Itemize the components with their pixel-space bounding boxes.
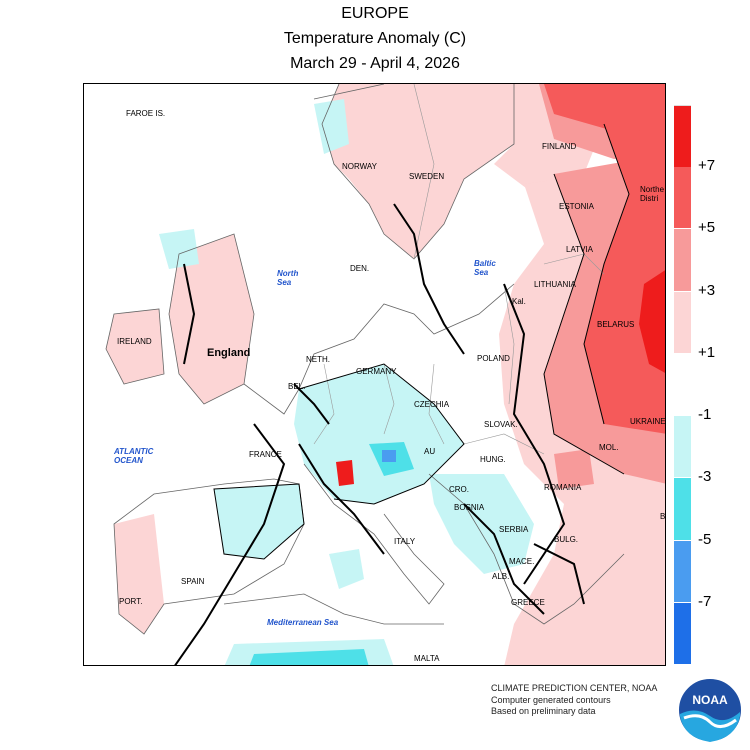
colorbar-tick-label: -5 xyxy=(698,530,712,548)
credit-line-2: Computer generated contours xyxy=(491,695,611,705)
warm-region-uk xyxy=(169,234,254,404)
contour-lines xyxy=(174,203,585,665)
colorbar-tick-label: -7 xyxy=(698,592,712,610)
cool-region-scotland xyxy=(159,229,199,269)
label-mediterranean: Mediterranean Sea xyxy=(267,618,339,627)
label-italy: ITALY xyxy=(394,537,416,546)
cool-region-alps-core xyxy=(382,450,396,462)
warm-region-east-strong xyxy=(584,104,665,434)
label-baltic-sea: Baltic Sea xyxy=(474,259,496,277)
colorbar-bin xyxy=(674,291,691,353)
cool-region-balkans xyxy=(429,474,534,574)
label-ukraine: UKRAINE xyxy=(630,417,666,426)
label-poland: POLAND xyxy=(477,354,510,363)
label-atlantic: ATLANTIC OCEAN xyxy=(113,447,154,465)
label-estonia: ESTONIA xyxy=(559,202,595,211)
label-belarus: BELARUS xyxy=(597,320,634,329)
colorbar-tick-label: +3 xyxy=(698,281,716,299)
label-slovakia: SLOVAK. xyxy=(484,420,518,429)
noaa-logo-icon: NOAA xyxy=(676,676,744,744)
colorbar-bin xyxy=(674,353,691,416)
warm-region-romania xyxy=(554,449,594,489)
anomaly-map: FAROE IS. NORWAY SWEDEN FINLAND ESTONIA … xyxy=(83,83,666,666)
colorbar-bin xyxy=(674,229,691,291)
label-portugal: PORT. xyxy=(119,597,142,606)
colorbar-bin xyxy=(674,478,691,540)
label-austria: AU xyxy=(424,447,435,456)
map-region-title: EUROPE xyxy=(341,5,409,22)
label-sweden: SWEDEN xyxy=(409,172,444,181)
credit-line-3: Based on preliminary data xyxy=(491,706,596,716)
map-canvas: FAROE IS. NORWAY SWEDEN FINLAND ESTONIA … xyxy=(105,84,666,665)
colorbar-tick-label: +5 xyxy=(698,219,716,237)
warm-region-finland-strong xyxy=(544,84,665,134)
map-variable-title: Temperature Anomaly (C) xyxy=(283,30,467,47)
country-borders xyxy=(313,84,605,455)
colorbar-tick-label: -1 xyxy=(698,406,712,424)
label-croatia: CRO. xyxy=(449,485,469,494)
colorbar xyxy=(674,105,691,665)
cool-region-norway-coast xyxy=(314,99,349,154)
credit-line-1: CLIMATE PREDICTION CENTER, NOAA xyxy=(491,683,658,693)
colorbar-bin xyxy=(674,540,691,602)
label-macedonia: MACE. xyxy=(509,557,534,566)
label-b-fragment: B xyxy=(660,512,665,521)
label-lithuania: LITHUANIA xyxy=(534,280,576,289)
cool-region-south-strong xyxy=(249,649,369,665)
colorbar-bin xyxy=(674,602,691,664)
cool-region-corsica xyxy=(329,549,364,589)
label-greece: GREECE xyxy=(511,598,545,607)
label-latvia: LATVIA xyxy=(566,245,594,254)
label-netherlands: NETH. xyxy=(306,355,330,364)
anomaly-fills xyxy=(106,84,665,665)
colorbar-bin xyxy=(674,105,691,168)
label-moldova: MOL. xyxy=(599,443,619,452)
label-serbia: SERBIA xyxy=(499,525,529,534)
label-france: FRANCE xyxy=(249,450,282,459)
warm-region-scandinavia xyxy=(322,84,514,259)
label-finland: FINLAND xyxy=(542,142,576,151)
cool-region-central xyxy=(294,364,464,504)
contour-lines-thin xyxy=(213,123,630,560)
label-den: DEN. xyxy=(350,264,369,273)
warm-region-portugal xyxy=(114,514,164,634)
label-norway: NORWAY xyxy=(342,162,378,171)
label-bulgaria: BULG. xyxy=(554,535,578,544)
colorbar-bin xyxy=(674,416,691,478)
label-germany: GERMANY xyxy=(356,367,397,376)
map-labels: FAROE IS. NORWAY SWEDEN FINLAND ESTONIA … xyxy=(113,109,666,663)
colorbar-tick-label: -3 xyxy=(698,468,712,486)
label-belgium: BEL. xyxy=(288,382,305,391)
warm-region-alps-hot xyxy=(336,460,354,486)
warm-region-belarus-core xyxy=(639,270,665,373)
label-hungary: HUNG. xyxy=(480,455,506,464)
label-kal: Kal. xyxy=(512,297,526,306)
coastlines xyxy=(105,84,625,635)
colorbar-tick-label: +7 xyxy=(698,157,716,175)
map-period-title: March 29 - April 4, 2026 xyxy=(290,55,460,72)
label-ireland: IRELAND xyxy=(117,337,152,346)
label-malta: MALTA xyxy=(414,654,440,663)
label-north-sea: North Sea xyxy=(277,269,298,287)
label-bosnia: BOSNIA xyxy=(454,503,485,512)
label-england: England xyxy=(207,347,250,359)
noaa-logo-text: NOAA xyxy=(692,693,728,707)
colorbar-bin xyxy=(674,167,691,229)
cool-region-spain xyxy=(214,484,304,559)
label-faroe: FAROE IS. xyxy=(126,109,165,118)
label-northern-district: Northe Distri xyxy=(640,185,665,203)
label-albania: ALB. xyxy=(492,572,509,581)
warm-region-ireland xyxy=(106,309,164,384)
colorbar-tick-label: +1 xyxy=(698,343,716,361)
label-czechia: CZECHIA xyxy=(414,400,450,409)
label-spain: SPAIN xyxy=(181,577,205,586)
label-romania: ROMANIA xyxy=(544,483,582,492)
